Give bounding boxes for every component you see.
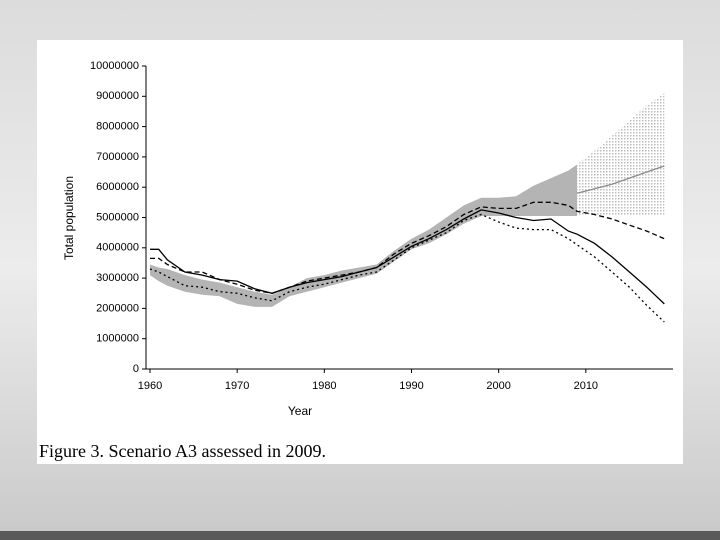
x-axis-label: Year bbox=[288, 404, 312, 418]
y-tick-label: 6000000 bbox=[96, 181, 139, 193]
x-tick-label: 2000 bbox=[486, 380, 510, 392]
y-tick-label: 5000000 bbox=[96, 211, 139, 223]
figure-panel bbox=[37, 40, 683, 464]
y-tick-label: 10000000 bbox=[90, 60, 139, 72]
series-line bbox=[150, 209, 665, 305]
x-tick-label: 1960 bbox=[138, 380, 162, 392]
bottom-bar bbox=[0, 531, 720, 540]
x-tick-label: 1980 bbox=[312, 380, 336, 392]
y-tick-label: 4000000 bbox=[96, 242, 139, 254]
y-tick-label: 9000000 bbox=[96, 90, 139, 102]
y-tick-label: 2000000 bbox=[96, 302, 139, 314]
x-tick-label: 2010 bbox=[574, 380, 598, 392]
x-tick-label: 1990 bbox=[399, 380, 423, 392]
series-line bbox=[576, 165, 665, 194]
y-tick-label: 1000000 bbox=[96, 333, 139, 345]
plot: 0 1000000 2000000 3000000 4000000 5000000 6000… bbox=[90, 60, 673, 392]
y-tick-label: 7000000 bbox=[96, 151, 139, 163]
y-tick-label: 3000000 bbox=[96, 272, 139, 284]
band bbox=[577, 93, 665, 216]
y-tick-label: 8000000 bbox=[96, 121, 139, 133]
caption: Figure 3. Scenario A3 assessed in 2009. bbox=[39, 441, 326, 461]
band bbox=[150, 164, 578, 307]
y-tick-label: 0 bbox=[133, 363, 139, 375]
y-axis-label: Total population bbox=[62, 176, 76, 260]
x-tick-label: 1970 bbox=[225, 380, 249, 392]
